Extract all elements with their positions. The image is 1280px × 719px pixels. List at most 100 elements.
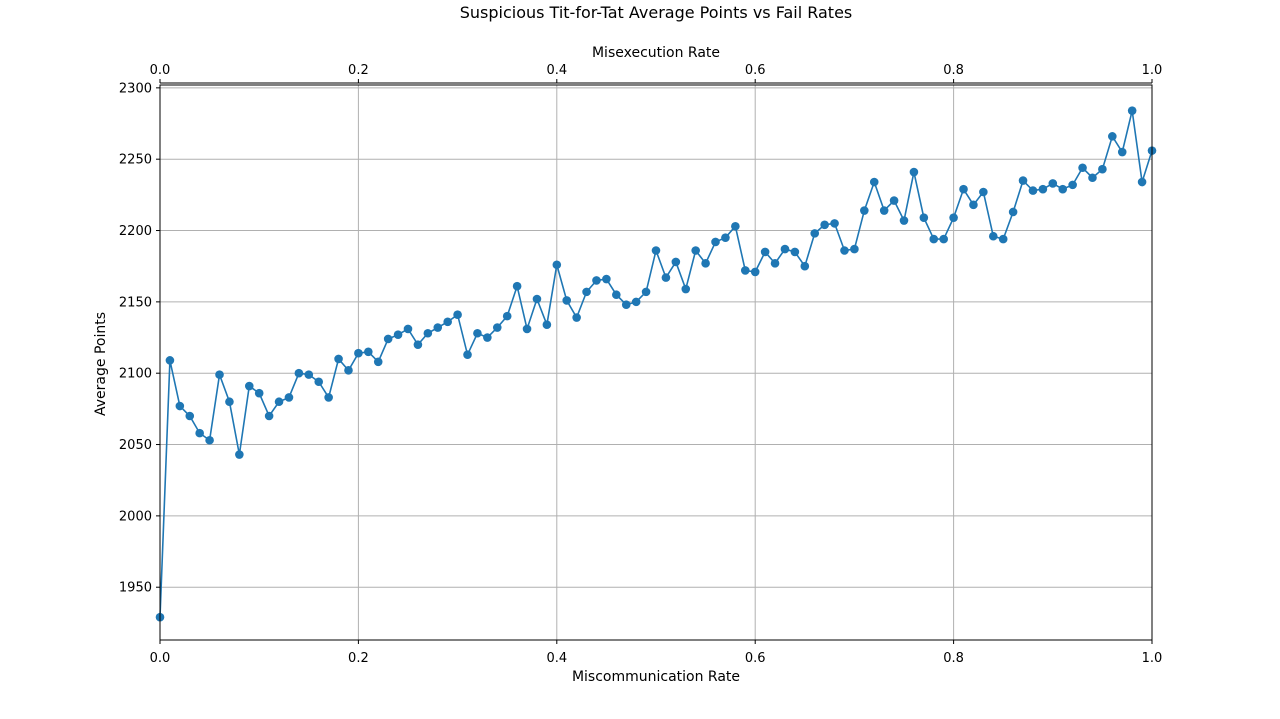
data-point (1127, 106, 1137, 115)
top-x-tick-label: 0.8 (943, 63, 964, 78)
data-point (750, 267, 760, 277)
data-point (473, 328, 482, 338)
data-point (731, 221, 740, 231)
data-point (969, 200, 978, 210)
y-tick-label: 2150 (119, 295, 152, 310)
data-point (1068, 180, 1077, 190)
data-point (225, 397, 234, 407)
data-point (165, 356, 175, 365)
data-point (800, 261, 810, 271)
data-point (314, 377, 324, 387)
data-point (949, 213, 958, 222)
data-point (393, 330, 403, 339)
data-point (552, 260, 562, 270)
data-point (532, 294, 542, 304)
data-point (483, 333, 492, 342)
data-point (344, 366, 353, 375)
data-point (830, 219, 839, 228)
y-tick-label: 1950 (119, 581, 152, 596)
data-point (612, 290, 621, 300)
data-point (1008, 207, 1018, 217)
data-point (254, 388, 264, 398)
data-point (602, 274, 611, 284)
data-point (701, 259, 710, 268)
data-point (463, 350, 472, 359)
data-point (433, 323, 443, 332)
data-point (721, 233, 730, 242)
data-point (681, 284, 691, 294)
series-line-group (155, 106, 1157, 622)
y-tick-label: 2000 (119, 509, 152, 524)
data-point (324, 393, 333, 402)
data-point (860, 206, 869, 215)
data-point (215, 370, 224, 379)
x-tick-label: 0.6 (745, 651, 766, 666)
data-point (423, 328, 433, 338)
data-point (760, 247, 770, 257)
data-point (492, 323, 502, 332)
data-point (413, 340, 423, 349)
y-axis-label: Average Points (93, 312, 109, 416)
data-point (334, 354, 343, 364)
data-point (959, 184, 968, 194)
y-tick-label: 2200 (119, 224, 152, 239)
data-point (979, 187, 988, 197)
data-point (909, 167, 919, 177)
data-point (740, 266, 750, 275)
data-point (1038, 184, 1048, 194)
data-point (810, 229, 820, 238)
data-point (1137, 177, 1147, 187)
data-point (304, 370, 314, 379)
data-point (1048, 179, 1058, 188)
top-x-axis-label: Misexecution Rate (592, 45, 720, 61)
top-x-tick-label: 0.6 (745, 63, 766, 78)
data-point (889, 196, 899, 205)
data-point (1018, 176, 1028, 185)
data-point (671, 257, 681, 267)
top-x-tick-label: 1.0 (1142, 63, 1163, 78)
data-point (592, 276, 601, 285)
data-point (1058, 184, 1068, 194)
data-point (631, 297, 641, 307)
data-point (621, 300, 631, 310)
top-x-tick-label: 0.4 (546, 63, 567, 78)
data-point (1098, 164, 1107, 174)
data-point (1078, 163, 1087, 173)
data-point (175, 401, 185, 411)
data-point (641, 287, 651, 297)
data-point (879, 206, 889, 215)
data-point (939, 234, 948, 244)
data-point (869, 177, 879, 187)
data-point (770, 259, 780, 268)
x-tick-label: 0.8 (943, 651, 964, 666)
data-point (453, 310, 462, 320)
data-point (919, 213, 929, 222)
data-point (691, 246, 700, 255)
data-point (988, 231, 998, 241)
data-point (850, 244, 859, 254)
data-point (284, 393, 294, 402)
data-point (294, 368, 304, 378)
data-point (354, 348, 363, 358)
data-point (711, 237, 720, 247)
data-point (195, 428, 204, 438)
data-point (661, 273, 671, 282)
y-tick-label: 2250 (119, 153, 152, 168)
y-tick-label: 2100 (119, 367, 152, 382)
axis-ticks: 0.0 0.0 0.2 0.2 0.4 0.4 0.6 0.6 0.8 0.8 1.0 1.0 1950… (119, 63, 1162, 666)
y-tick-label: 2050 (119, 438, 152, 453)
data-point (522, 324, 532, 334)
top-x-tick-label: 0.2 (348, 63, 369, 78)
data-point (443, 317, 452, 327)
x-tick-label: 0.4 (546, 651, 567, 666)
data-point (185, 411, 195, 421)
data-point (1088, 173, 1097, 183)
data-point (840, 246, 849, 255)
data-point (364, 347, 373, 357)
y-tick-label: 2300 (119, 81, 152, 96)
data-point (929, 234, 939, 244)
data-point (820, 220, 829, 230)
data-point (582, 287, 591, 297)
data-point (244, 381, 254, 391)
